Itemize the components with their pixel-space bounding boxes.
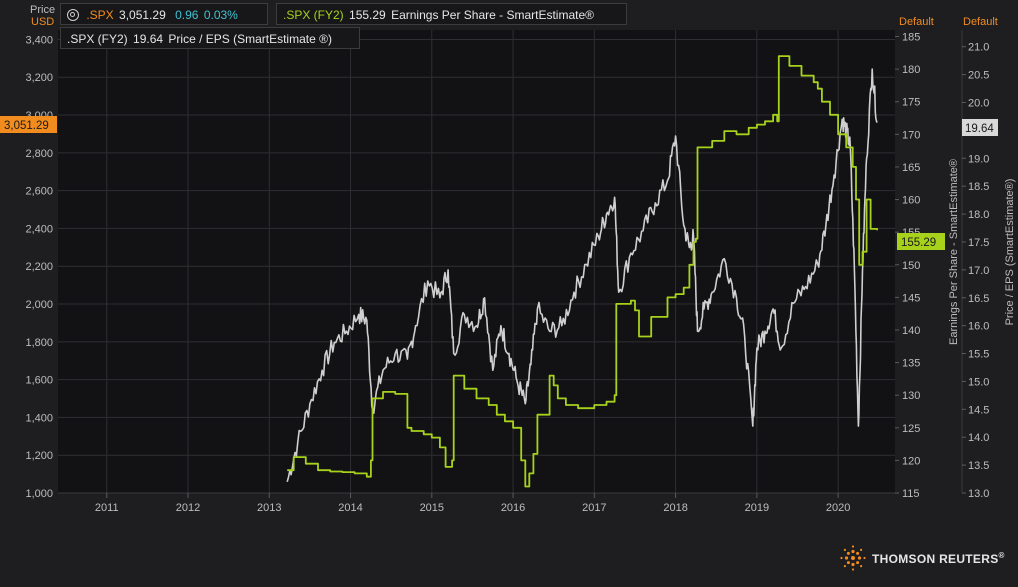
legend-eps[interactable]: .SPX (FY2) 155.29 Earnings Per Share - S… bbox=[276, 3, 627, 25]
pe-tick-label: 15.5 bbox=[968, 349, 989, 361]
pe-tick-label: 13.5 bbox=[968, 460, 989, 472]
eps-tick-label: 175 bbox=[902, 97, 920, 109]
eps-last-badge: 155.29 bbox=[897, 233, 945, 250]
eps-tick-label: 150 bbox=[902, 260, 920, 272]
pe-tick-label: 20.5 bbox=[968, 70, 989, 82]
reuters-dots-icon bbox=[840, 545, 866, 571]
eps-axis-default-label: Default bbox=[899, 16, 934, 28]
eps-axis-title: Earnings Per Share - SmartEstimate® bbox=[948, 159, 960, 345]
eps-tick-label: 135 bbox=[902, 358, 920, 370]
pe-axis-default-label: Default bbox=[963, 16, 998, 28]
eps-tick-label: 125 bbox=[902, 423, 920, 435]
x-axis-ticks: 2011 2012 2013 2014 2015 2016 2017 2018 2019 2020 bbox=[95, 493, 850, 514]
pe-tick-label: 17.0 bbox=[968, 265, 989, 277]
eps-tick-label: 140 bbox=[902, 325, 920, 337]
price-tick-label: 2,000 bbox=[25, 299, 53, 311]
x-tick-label: 2019 bbox=[745, 502, 769, 514]
pe-axis-title: Price / EPS (SmartEstimate®) bbox=[1004, 179, 1016, 326]
legend-pe-symbol: .SPX (FY2) bbox=[67, 32, 128, 46]
pe-tick-label: 19.0 bbox=[968, 153, 989, 165]
plot-area bbox=[58, 30, 895, 493]
eps-tick-label: 170 bbox=[902, 129, 920, 141]
price-tick-label: 1,800 bbox=[25, 337, 53, 349]
price-axis-label: Price bbox=[30, 4, 56, 16]
pe-tick-label: 18.0 bbox=[968, 209, 989, 221]
eps-tick-label: 180 bbox=[902, 64, 920, 76]
series-layer bbox=[286, 55, 878, 488]
eps-tick-label: 185 bbox=[902, 32, 920, 44]
eps-tick-label: 130 bbox=[902, 390, 920, 402]
x-tick-label: 2016 bbox=[501, 502, 525, 514]
price-tick-label: 2,200 bbox=[25, 261, 53, 273]
price-tick-label: 1,400 bbox=[25, 412, 53, 424]
price-last-badge: 3,051.29 bbox=[0, 116, 57, 133]
pe-tick-label: 15.0 bbox=[968, 376, 989, 388]
series-eps-line bbox=[287, 55, 878, 488]
brand-name: THOMSON REUTERS bbox=[872, 551, 999, 566]
currency-label: USD bbox=[31, 16, 55, 28]
pe-last-badge: 19.64 bbox=[962, 119, 998, 136]
settings-icon[interactable] bbox=[67, 9, 79, 21]
price-tick-label: 2,800 bbox=[25, 148, 53, 160]
eps-tick-label: 115 bbox=[902, 488, 920, 500]
pe-tick-label: 18.5 bbox=[968, 181, 989, 193]
price-last-value: 3,051.29 bbox=[4, 120, 49, 132]
x-tick-label: 2013 bbox=[257, 502, 281, 514]
price-tick-label: 1,200 bbox=[25, 450, 53, 462]
x-tick-label: 2011 bbox=[95, 502, 119, 514]
eps-tick-label: 165 bbox=[902, 162, 920, 174]
brand-logo: THOMSON REUTERS® bbox=[840, 545, 1005, 571]
vertical-grid bbox=[106, 30, 839, 493]
pe-tick-label: 14.0 bbox=[968, 432, 989, 444]
legend-spx-symbol: .SPX bbox=[86, 8, 114, 22]
legend-pe[interactable]: .SPX (FY2) 19.64 Price / EPS (SmartEstim… bbox=[60, 27, 360, 49]
legend-eps-value: 155.29 bbox=[349, 8, 386, 22]
x-tick-label: 2017 bbox=[582, 502, 606, 514]
legend-eps-symbol: .SPX (FY2) bbox=[283, 8, 344, 22]
legend-spx-change-pct: 0.03% bbox=[203, 8, 238, 22]
eps-axis-ticks: 1151201251301351401451501551601651701751… bbox=[895, 32, 920, 500]
x-tick-label: 2012 bbox=[176, 502, 200, 514]
price-tick-label: 1,000 bbox=[25, 488, 53, 500]
legend-spx-value: 3,051.29 bbox=[119, 8, 166, 22]
pe-tick-label: 16.5 bbox=[968, 293, 989, 305]
pe-tick-label: 13.0 bbox=[968, 488, 989, 500]
series-pe-line bbox=[286, 68, 878, 483]
pe-tick-label: 20.0 bbox=[968, 98, 989, 110]
price-tick-label: 2,600 bbox=[25, 186, 53, 198]
brand-registered-mark: ® bbox=[998, 550, 1005, 560]
pe-last-value: 19.64 bbox=[965, 123, 994, 135]
legend-spx-change: 0.96 bbox=[175, 8, 199, 22]
pe-tick-label: 16.0 bbox=[968, 321, 989, 333]
price-tick-label: 3,200 bbox=[25, 72, 53, 84]
x-tick-label: 2015 bbox=[420, 502, 444, 514]
x-tick-label: 2020 bbox=[826, 502, 850, 514]
eps-tick-label: 145 bbox=[902, 292, 920, 304]
legend-spx[interactable]: .SPX 3,051.29 0.96 0.03% bbox=[60, 3, 268, 25]
price-tick-label: 1,600 bbox=[25, 375, 53, 387]
price-tick-label: 2,400 bbox=[25, 223, 53, 235]
eps-tick-label: 120 bbox=[902, 455, 920, 467]
x-tick-label: 2018 bbox=[663, 502, 687, 514]
pe-axis-ticks: 13.0 13.5 14.0 14.5 15.0 15.5 16.0 16.5 17.0 17.5… bbox=[962, 42, 989, 500]
x-tick-label: 2014 bbox=[338, 502, 362, 514]
pe-tick-label: 21.0 bbox=[968, 42, 989, 54]
legend-pe-name: Price / EPS (SmartEstimate ®) bbox=[168, 32, 332, 46]
price-tick-label: 3,400 bbox=[25, 34, 53, 46]
eps-tick-label: 160 bbox=[902, 195, 920, 207]
legend-eps-name: Earnings Per Share - SmartEstimate® bbox=[391, 8, 594, 22]
pe-tick-label: 17.5 bbox=[968, 237, 989, 249]
pe-tick-label: 14.5 bbox=[968, 404, 989, 416]
eps-last-value: 155.29 bbox=[901, 237, 936, 249]
legend-pe-value: 19.64 bbox=[133, 32, 164, 46]
left-axis-ticks: 1,000 1,200 1,400 1,600 1,800 2,000 2,200 2,400… bbox=[25, 34, 53, 500]
